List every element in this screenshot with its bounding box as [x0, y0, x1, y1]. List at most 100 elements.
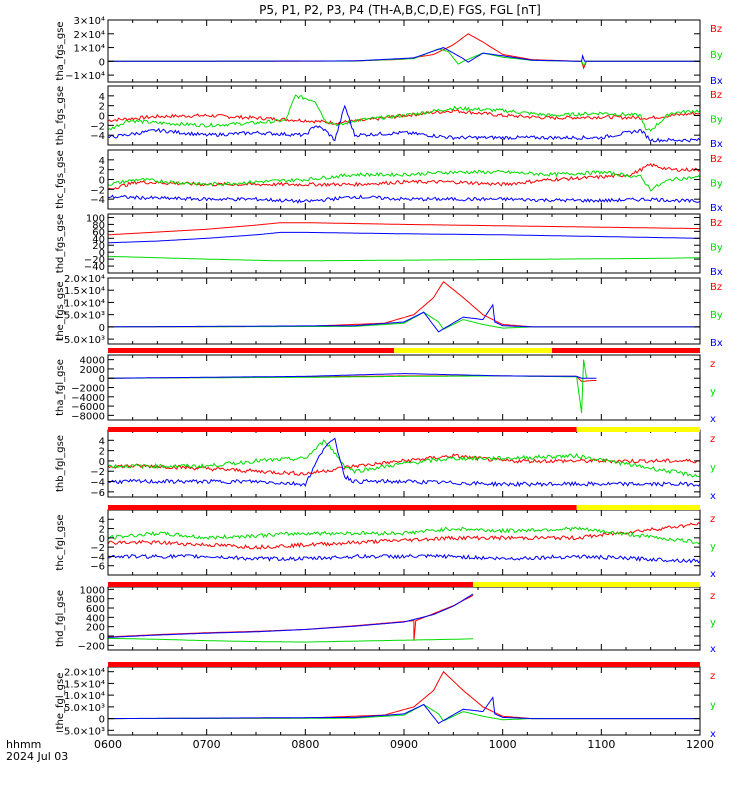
- mode-bar-segment: [108, 582, 474, 587]
- y-tick-label: −2000: [71, 384, 105, 395]
- y-tick-label: −4000: [71, 393, 105, 404]
- y-tick-label: −2: [90, 543, 105, 554]
- panel-thc_fgs_gse: 420−2−4 thc_fgs_gse Bz By Bx: [55, 149, 723, 214]
- legend-entry: y: [710, 463, 716, 474]
- legend-entry: y: [710, 700, 716, 711]
- y-tick-label: 0: [99, 323, 105, 334]
- x-tick-label: 0800: [291, 738, 319, 751]
- series-line-y: [108, 359, 587, 414]
- y-axis-label: tha_fgs_gse: [55, 21, 66, 80]
- y-tick-label: 0: [99, 248, 105, 259]
- legend-entry: By: [710, 115, 723, 126]
- y-tick-label: 100: [86, 213, 105, 224]
- y-tick-label: −4: [90, 131, 105, 142]
- legend-entry: y: [710, 387, 716, 398]
- y-axis-label: the_fgs_gse: [55, 281, 66, 340]
- panel-frame: [107, 277, 701, 345]
- y-tick-label: −4: [90, 478, 105, 489]
- series-line-y: [108, 526, 700, 545]
- y-tick-label: 1.5×10⁴: [64, 679, 105, 690]
- y-tick-label: 0: [99, 534, 105, 545]
- legend-entry: By: [710, 310, 723, 321]
- y-tick-label: 1×10⁴: [74, 44, 105, 55]
- legend-entry: z: [710, 671, 715, 682]
- y-tick-label: 0: [99, 176, 105, 187]
- legend-entry: z: [710, 434, 715, 445]
- y-axis-label: the_fgl_gse: [55, 673, 66, 730]
- y-tick-label: 5.0×10³: [64, 703, 105, 714]
- legend-entry: Bz: [710, 24, 722, 35]
- y-tick-label: 200: [86, 623, 105, 634]
- mode-bar-segment: [394, 348, 552, 353]
- panel-thb_fgl_gse: 420−2−4−6 thb_fgl_gse z y x: [55, 429, 716, 502]
- y-tick-label: 2: [99, 525, 105, 536]
- y-tick-label: 0: [99, 112, 105, 123]
- y-tick-label: 4: [99, 156, 105, 167]
- series-line-x: [108, 47, 700, 63]
- series-line-z: [108, 108, 700, 125]
- y-tick-label: −20: [84, 255, 105, 266]
- y-tick-label: 4: [99, 436, 105, 447]
- y-tick-label: 2: [99, 102, 105, 113]
- mode-bar-segment: [473, 582, 700, 587]
- y-tick-label: 4000: [80, 356, 105, 367]
- x-axis-group: 0600 0700 0800 0900 1000 1100 1200: [94, 738, 714, 751]
- legend-entry: y: [710, 542, 716, 553]
- panel-thb_fgs_gse: 420−2−4 thb_fgs_gse Bz By Bx: [55, 85, 723, 150]
- y-tick-label: −4: [90, 552, 105, 563]
- legend-entry: Bz: [710, 282, 722, 293]
- y-tick-label: 1.0×10⁴: [64, 691, 105, 702]
- y-tick-label: 4: [99, 515, 105, 526]
- legend-entry: By: [710, 179, 723, 190]
- legend-entry: By: [710, 243, 723, 254]
- series-line-y: [108, 637, 474, 643]
- y-tick-label: 4: [99, 92, 105, 103]
- panel-frame: [107, 354, 701, 421]
- series-line-y: [108, 48, 700, 67]
- y-tick-label: 800: [86, 595, 105, 606]
- x-tick-label: 0600: [94, 738, 122, 751]
- panel-frame: [107, 509, 701, 576]
- legend-entry: Bx: [710, 203, 723, 214]
- panel-the_fgl_gse: 2.0×10⁴1.5×10⁴1.0×10⁴5.0×10³0−5.0×10³the…: [55, 666, 716, 740]
- y-tick-label: 1.0×10⁴: [64, 298, 105, 309]
- y-tick-label: −1×10⁴: [65, 71, 105, 82]
- panel-thc_fgl_gse: 420−2−4−6 thc_fgl_gse z y x: [55, 509, 716, 580]
- mode-bar-segment: [552, 348, 700, 353]
- y-tick-label: 80: [92, 220, 105, 231]
- x-tick-label: 1000: [489, 738, 517, 751]
- mode-bar-segment: [108, 662, 700, 667]
- y-axis-label: thb_fgl_gse: [55, 435, 66, 492]
- legend-entry: Bz: [710, 218, 722, 229]
- x-tick-label: 1100: [587, 738, 615, 751]
- series-line-x: [108, 696, 700, 724]
- y-tick-label: 2: [99, 447, 105, 458]
- y-tick-label: 2000: [80, 365, 105, 376]
- legend-entry: y: [710, 618, 716, 629]
- y-tick-label: −6000: [71, 402, 105, 413]
- legend-entry: z: [710, 359, 715, 370]
- series-line-z: [108, 521, 700, 550]
- y-tick-label: 60: [92, 227, 105, 238]
- y-tick-label: −4: [90, 195, 105, 206]
- y-tick-label: 400: [86, 613, 105, 624]
- legend-entry: x: [710, 569, 716, 580]
- x-tick-label: 0700: [193, 738, 221, 751]
- series-line-z: [108, 670, 700, 720]
- legend-entry: Bx: [710, 76, 723, 87]
- chart-title: P5, P1, P2, P3, P4 (TH-A,B,C,D,E) FGS, F…: [259, 3, 541, 17]
- series-line-x: [108, 104, 700, 143]
- x-tick-label: 1200: [686, 738, 714, 751]
- y-tick-label: 0: [99, 715, 105, 726]
- y-tick-label: 600: [86, 604, 105, 615]
- legend-entry: Bx: [710, 139, 723, 150]
- y-axis-label: thc_fgl_gse: [55, 514, 66, 570]
- y-tick-label: −5.0×10³: [56, 726, 105, 737]
- y-tick-label: −6: [90, 488, 105, 499]
- x-tick-label: 0900: [390, 738, 418, 751]
- series-line-z: [108, 162, 700, 191]
- x-axis-label-hhmm: hhmm: [6, 738, 41, 751]
